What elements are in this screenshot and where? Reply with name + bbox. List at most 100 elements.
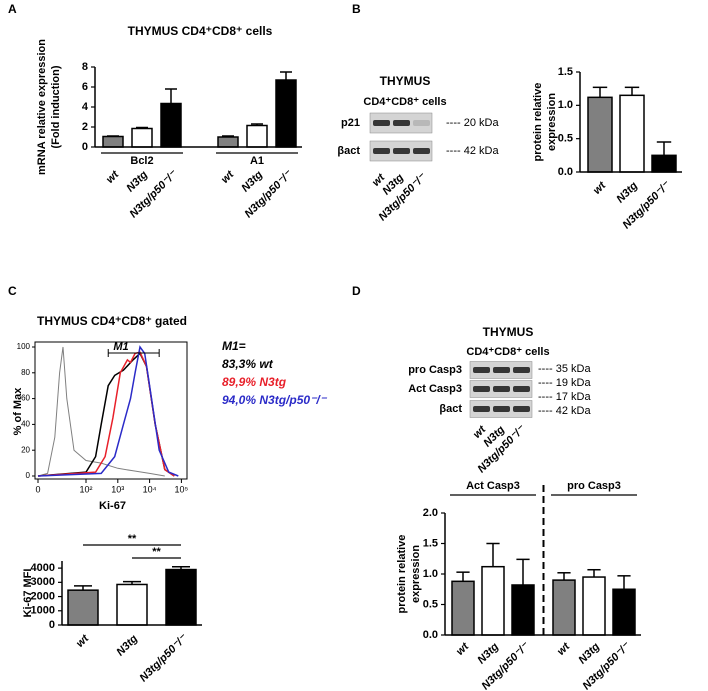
y-tick-label: 0 <box>26 471 31 480</box>
blot-marker: ---- 42 kDa <box>538 405 591 417</box>
y-tick-label: 3000 <box>31 576 55 588</box>
x-tick-label: N3tg <box>614 179 640 205</box>
y-tick-label: 0 <box>49 619 55 631</box>
blot-band <box>393 120 410 126</box>
y-tick-label: 80 <box>21 368 30 377</box>
legend-entry: 83,3% wt <box>222 357 274 371</box>
bar <box>582 576 606 636</box>
y-axis-label: protein relative <box>532 83 544 162</box>
y-tick-label: 0.5 <box>558 133 573 145</box>
blot-band <box>393 148 410 154</box>
y-tick-label: 1000 <box>31 605 55 617</box>
x-tick-label: N3tg <box>239 168 265 194</box>
blot-marker: ---- 19 kDa <box>538 377 591 389</box>
bar <box>217 136 239 148</box>
blot-row-label: βact <box>337 145 360 157</box>
x-tick-label: 10⁴ <box>143 484 157 494</box>
legend-title: M1= <box>222 339 246 353</box>
blot-band <box>513 367 530 373</box>
blot-band <box>513 406 530 412</box>
blot-marker: ---- 42 kDa <box>446 145 499 157</box>
bar <box>165 568 197 626</box>
y-tick-label: 1.5 <box>423 537 438 549</box>
group-label: Bcl2 <box>130 155 153 167</box>
x-tick-label: 10⁵ <box>175 484 189 494</box>
y-tick-label: 1.0 <box>423 568 438 580</box>
x-tick-label: wt <box>104 168 122 186</box>
chart-title: THYMUS CD4⁺CD8⁺ gated <box>37 314 187 328</box>
blot-subtitle: CD4⁺CD8⁺ cells <box>363 96 446 108</box>
bar <box>275 79 297 148</box>
x-tick-label: N3tg <box>124 168 150 194</box>
blot-marker: ---- 35 kDa <box>538 363 591 375</box>
panel-label: A <box>8 2 17 16</box>
y-axis-label: Ki-67 MFI <box>22 569 34 618</box>
blot-subtitle: CD4⁺CD8⁺ cells <box>466 346 549 358</box>
y-tick-label: 0 <box>82 141 88 153</box>
y-tick-label: 2000 <box>31 590 55 602</box>
blot-title: THYMUS <box>483 325 534 339</box>
blot-row-label: βact <box>439 403 462 415</box>
blot-band <box>493 386 510 392</box>
blot-band <box>473 406 490 412</box>
bar <box>552 579 576 636</box>
blot-band <box>373 148 390 154</box>
histogram-curve <box>37 346 165 477</box>
bar <box>160 102 182 148</box>
blot-band <box>373 120 390 126</box>
y-axis-label: protein relative <box>396 535 408 614</box>
y-tick-label: 4000 <box>31 562 55 574</box>
blot-marker: ---- 17 kDa <box>538 391 591 403</box>
y-tick-label: 4 <box>82 101 89 113</box>
bar <box>116 583 148 626</box>
panel-label: B <box>352 2 361 16</box>
blot-band <box>513 386 530 392</box>
x-tick-label: N3tg <box>114 632 140 658</box>
x-tick-label: wt <box>74 632 92 650</box>
y-tick-label: 1.5 <box>558 66 573 78</box>
x-axis-label: Ki-67 <box>99 500 126 512</box>
bar <box>131 127 153 148</box>
x-tick-label: N3tg <box>475 640 501 666</box>
group-label: Act Casp3 <box>466 480 520 492</box>
y-tick-label: 60 <box>21 394 30 403</box>
y-tick-label: 0.5 <box>423 598 438 610</box>
y-axis-label: expression <box>410 545 422 603</box>
plot-frame <box>34 341 188 480</box>
bar <box>451 580 475 636</box>
x-tick-label: 0 <box>35 484 40 494</box>
blot-row-label: Act Casp3 <box>408 383 462 395</box>
panel-label: C <box>8 284 17 298</box>
x-tick-label: wt <box>591 179 609 197</box>
y-tick-label: 6 <box>82 81 88 93</box>
y-tick-label: 20 <box>21 445 30 454</box>
significance-label: ** <box>152 546 161 558</box>
x-tick-label: N3tg/p50⁻/⁻ <box>137 632 190 685</box>
y-tick-label: 40 <box>21 420 30 429</box>
bar <box>102 135 124 148</box>
y-tick-label: 2 <box>82 121 88 133</box>
y-axis-label: mRNA relative expression <box>36 39 48 175</box>
bar <box>651 154 677 173</box>
bar <box>612 588 636 636</box>
x-tick-label: 10² <box>79 484 92 494</box>
x-tick-label: wt <box>219 168 237 186</box>
blot-band <box>493 367 510 373</box>
blot-row-label: pro Casp3 <box>408 364 462 376</box>
y-tick-label: 2.0 <box>423 507 438 519</box>
panel-label: D <box>352 284 361 298</box>
histogram-curve <box>37 345 179 477</box>
y-tick-label: 1.0 <box>558 99 573 111</box>
y-tick-label: 100 <box>17 342 31 351</box>
bar <box>246 124 268 148</box>
group-label: pro Casp3 <box>567 480 621 492</box>
y-axis-label: expression <box>546 93 558 151</box>
blot-band <box>493 406 510 412</box>
blot-row-label: p21 <box>341 117 360 129</box>
blot-marker: ---- 20 kDa <box>446 117 499 129</box>
y-axis-label: (Fold induction) <box>50 65 62 148</box>
group-label: A1 <box>250 155 264 167</box>
significance-label: ** <box>128 533 137 545</box>
bar <box>587 96 613 173</box>
y-tick-label: 8 <box>82 61 88 73</box>
